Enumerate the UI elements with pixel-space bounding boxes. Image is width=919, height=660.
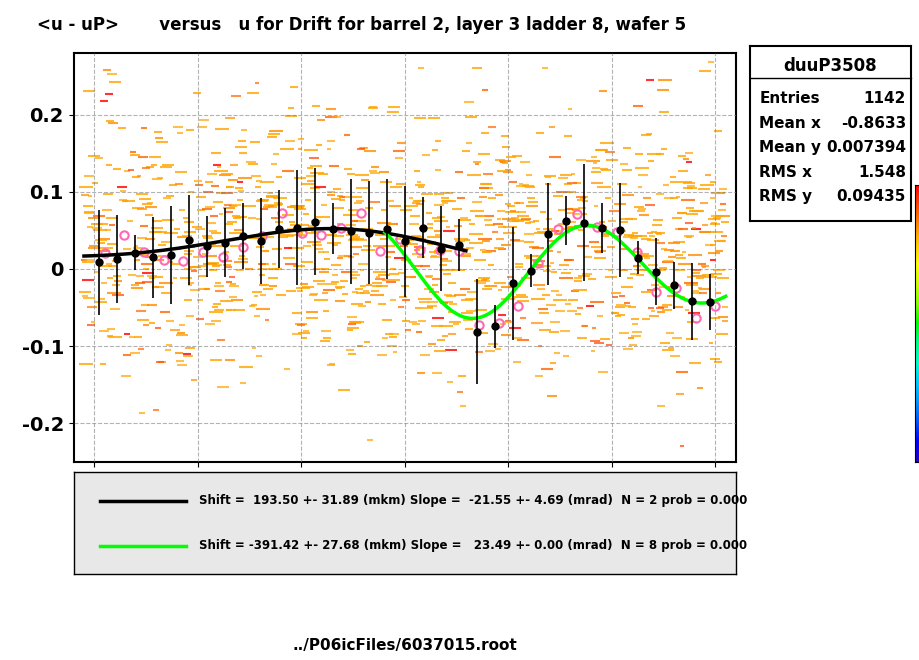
Text: Entries: Entries [759,91,819,106]
Text: 1.548: 1.548 [857,164,905,180]
Text: 1142: 1142 [863,91,905,106]
Text: Shift =  193.50 +- 31.89 (mkm) Slope =  -21.55 +- 4.69 (mrad)  N = 2 prob = 0.00: Shift = 193.50 +- 31.89 (mkm) Slope = -2… [199,494,747,507]
Text: 0.007394: 0.007394 [825,140,905,155]
Text: ../P06icFiles/6037015.root: ../P06icFiles/6037015.root [292,638,516,653]
Text: Shift = -391.42 +- 27.68 (mkm) Slope =   23.49 +- 0.00 (mrad)  N = 8 prob = 0.00: Shift = -391.42 +- 27.68 (mkm) Slope = 2… [199,539,747,552]
Text: -0.8633: -0.8633 [840,115,905,131]
Text: duuP3508: duuP3508 [783,57,876,75]
Text: RMS y: RMS y [759,189,811,204]
Text: <u - uP>       versus   u for Drift for barrel 2, layer 3 ladder 8, wafer 5: <u - uP> versus u for Drift for barrel 2… [37,16,686,34]
Text: 0.09435: 0.09435 [835,189,905,204]
Text: Mean y: Mean y [759,140,821,155]
Text: RMS x: RMS x [759,164,811,180]
Text: Mean x: Mean x [759,115,821,131]
